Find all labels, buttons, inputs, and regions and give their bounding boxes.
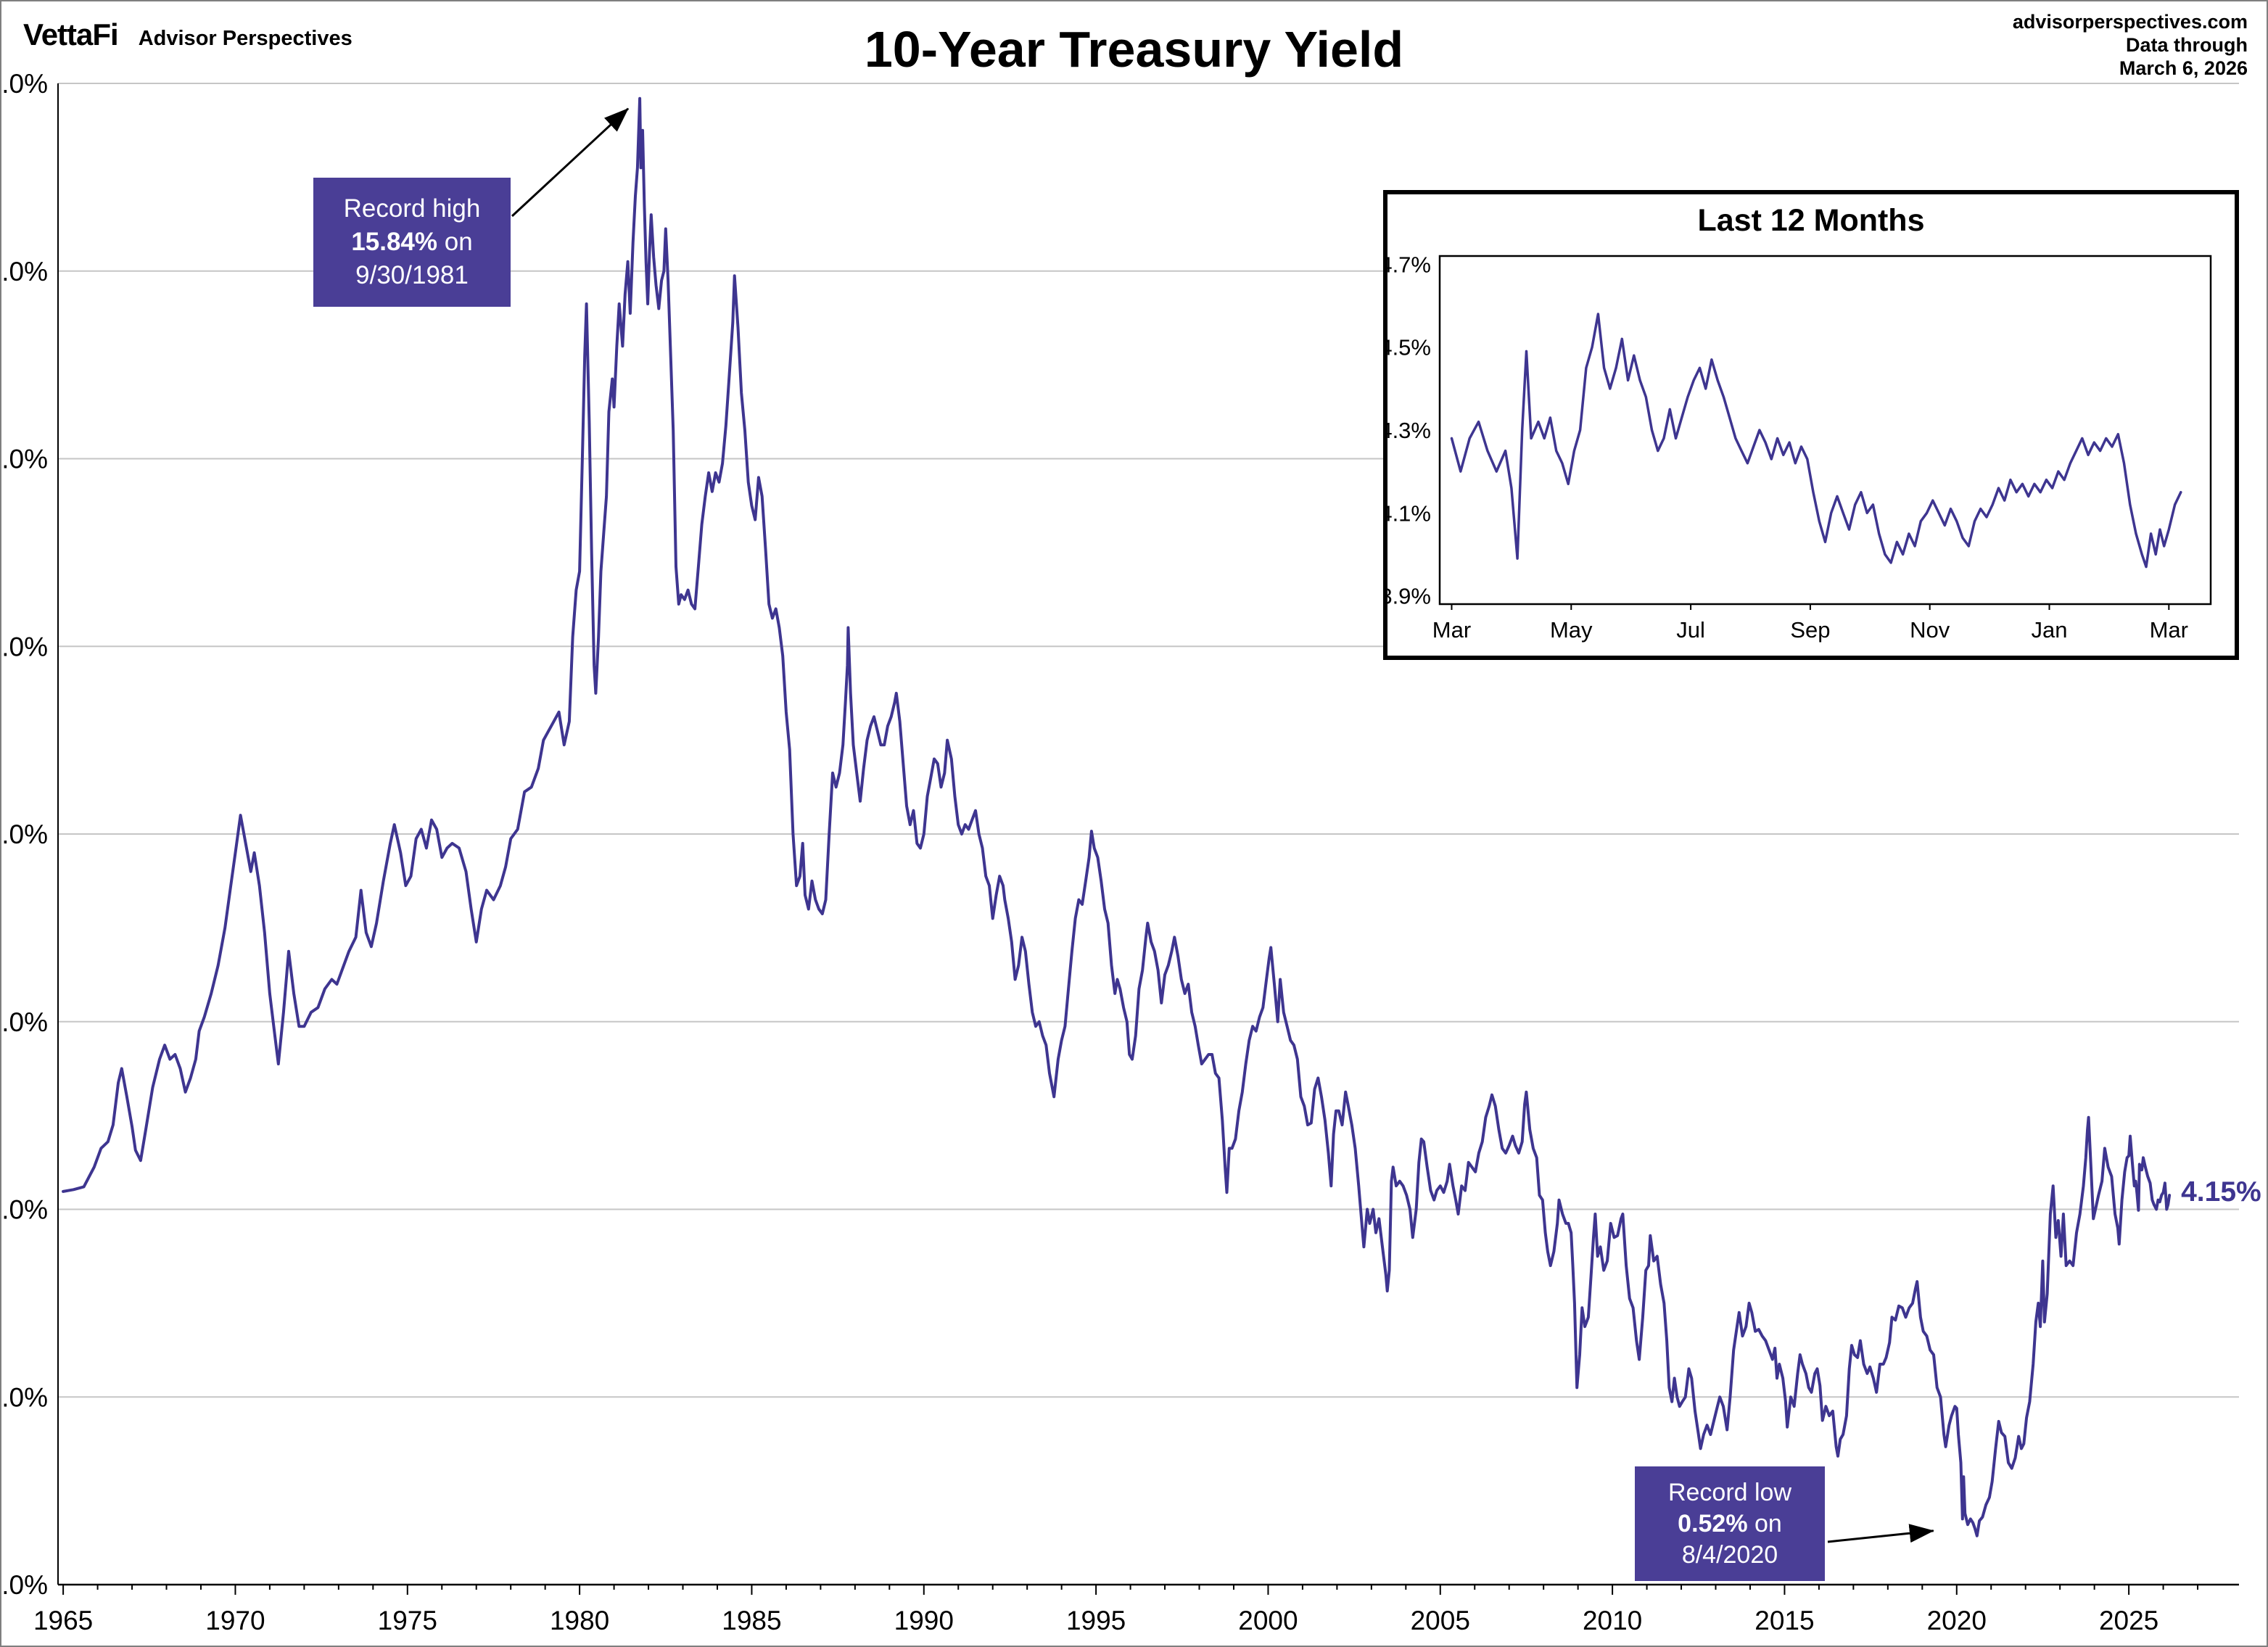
inset-x-tick-label: Mar	[2150, 617, 2188, 643]
inset-y-tick-label: 4.1%	[1387, 500, 1431, 526]
record-low-arrow	[1827, 1524, 1934, 1543]
y-axis-tick-label: 14.0%	[1, 257, 48, 286]
inset-title: Last 12 Months	[1697, 203, 1925, 238]
inset-x-tick-label: Jul	[1676, 617, 1705, 643]
treasury-yield-line	[62, 96, 2172, 1537]
x-axis-tick-label: 1975	[378, 1606, 437, 1635]
x-axis-tick-label: 2025	[2099, 1606, 2158, 1635]
current-value-label: 4.15%	[2181, 1176, 2261, 1208]
record-high-value-line: 15.84% on	[313, 226, 511, 259]
inset-x-tick-label: Mar	[1432, 617, 1471, 643]
inset-x-tick-label: Jan	[2032, 617, 2068, 643]
y-axis-tick-label: 16.0%	[1, 69, 48, 99]
x-axis-tick-label: 1970	[205, 1606, 265, 1635]
x-axis-tick-label: 2000	[1238, 1606, 1298, 1635]
record-low-date: 8/4/2020	[1681, 1540, 1778, 1569]
record-high-suffix: on	[437, 228, 473, 256]
y-axis-tick-label: 12.0%	[1, 445, 48, 474]
inset-yield-line	[1450, 313, 2182, 569]
y-axis-tick-label: 6.0%	[1, 1007, 48, 1037]
y-axis-tick-label: 8.0%	[1, 820, 48, 849]
vettafi-logo: VettaFi Advisor Perspectives	[23, 17, 352, 52]
x-axis-tick-label: 1965	[33, 1606, 93, 1635]
y-axis-tick-label: 0.0%	[1, 1570, 48, 1600]
x-axis-tick-label: 1995	[1066, 1606, 1126, 1635]
record-low-value-line: 0.52% on	[1635, 1508, 1825, 1540]
x-axis-tick-label: 2010	[1583, 1606, 1642, 1635]
inset-y-tick-label: 4.3%	[1387, 418, 1431, 443]
record-low-annotation: Record low 0.52% on 8/4/2020	[1635, 1466, 1825, 1581]
inset-x-tick-label: Sep	[1790, 617, 1830, 643]
record-high-label: Record high	[343, 194, 481, 223]
inset-chart-svg: 3.9% 4.1% 4.3% 4.5% 4.7% Mar May Jul Sep Nov Jan Ma…	[1387, 252, 2212, 643]
vettafi-logo-text: VettaFi	[23, 17, 119, 51]
record-low-label: Record low	[1667, 1478, 1792, 1506]
record-low-suffix: on	[1747, 1509, 1782, 1537]
inset-x-tick-label: May	[1550, 617, 1593, 643]
inset-plot-frame	[1438, 255, 2212, 606]
inset-y-tick-label: 3.9%	[1387, 584, 1431, 609]
y-axis-tick-label: 10.0%	[1, 632, 48, 661]
x-axis-tick-label: 2015	[1754, 1606, 1814, 1635]
x-axis-tick-label: 2020	[1927, 1606, 1987, 1635]
source-data-through: Data through	[2126, 34, 2248, 56]
x-axis-tick-label: 1980	[550, 1606, 609, 1635]
inset-chart-box: Last 12 Months 3.9% 4.1% 4.3% 4.5% 4.7% Mar Ma…	[1383, 190, 2239, 660]
advisor-perspectives-label: Advisor Perspectives	[138, 27, 352, 50]
inset-y-tick-label: 4.5%	[1387, 335, 1431, 360]
source-attribution: advisorperspectives.com Data through Mar…	[2013, 10, 2248, 80]
x-axis-tick-label: 2005	[1411, 1606, 1470, 1635]
x-axis-tick-label: 1990	[894, 1606, 954, 1635]
record-low-value: 0.52%	[1678, 1509, 1748, 1537]
record-high-arrow	[511, 107, 630, 218]
inset-y-tick-label: 4.7%	[1387, 252, 1431, 277]
record-high-annotation: Record high 15.84% on 9/30/1981	[313, 178, 511, 307]
source-date: March 6, 2026	[2119, 57, 2248, 79]
record-high-value: 15.84%	[351, 228, 438, 256]
source-site: advisorperspectives.com	[2012, 11, 2248, 33]
record-high-date: 9/30/1981	[355, 261, 469, 289]
y-axis-tick-label: 4.0%	[1, 1195, 48, 1225]
x-axis-tick-label: 1985	[722, 1606, 781, 1635]
page-title: 10-Year Treasury Yield	[864, 21, 1404, 78]
inset-x-tick-label: Nov	[1910, 617, 1950, 643]
y-axis-tick-label: 2.0%	[1, 1382, 48, 1412]
